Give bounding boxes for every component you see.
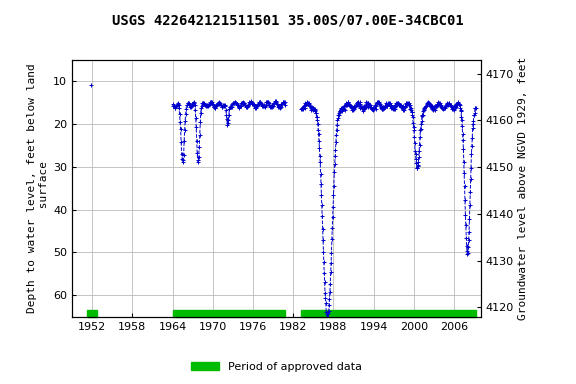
Bar [173,310,285,317]
Legend: Period of approved data: Period of approved data [187,358,366,377]
Bar [88,310,97,317]
Y-axis label: Depth to water level, feet below land
 surface: Depth to water level, feet below land su… [27,63,49,313]
Text: USGS 422642121511501 35.00S/07.00E-34CBC01: USGS 422642121511501 35.00S/07.00E-34CBC… [112,13,464,27]
Y-axis label: Groundwater level above NGVD 1929, feet: Groundwater level above NGVD 1929, feet [518,56,528,320]
Bar [301,310,476,317]
